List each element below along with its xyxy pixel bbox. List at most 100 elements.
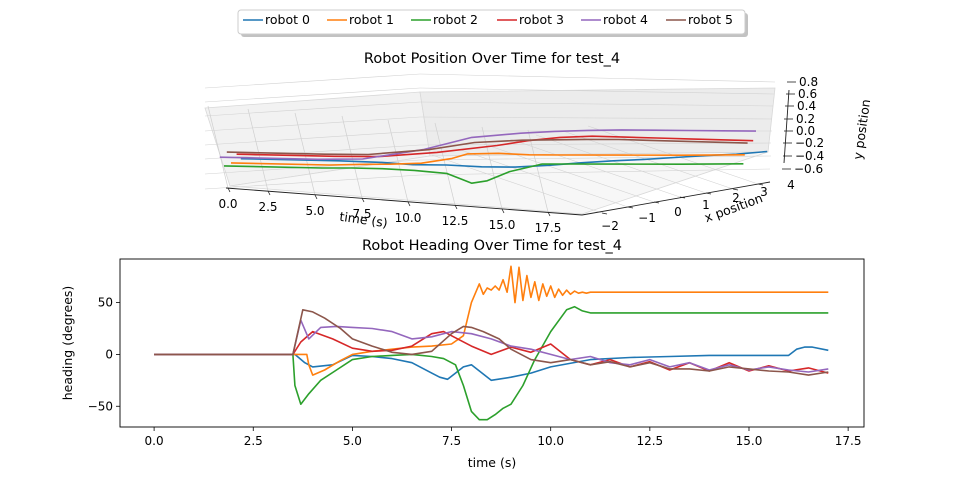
x-position-tick-mark — [601, 212, 608, 215]
x-position-tick-label: 3 — [760, 185, 768, 199]
y-position-gridline — [419, 155, 772, 161]
position-chart: Robot Position Over Time for test_4 0.0 2… — [204, 51, 873, 235]
x-position-gridline — [431, 154, 603, 214]
y-position-tick-label: −0.4 — [795, 149, 824, 163]
x-position-tick-mark — [627, 206, 634, 209]
y-position-gridline — [419, 142, 772, 146]
x-position-tick-label: 2 — [732, 191, 740, 205]
time-tick-label: 17.5 — [535, 221, 562, 235]
time-tick-mark — [547, 211, 551, 217]
x-position-tick-mark — [653, 201, 660, 204]
y-position-gridline — [419, 87, 775, 95]
x-position-tick-label: 1 — [702, 198, 710, 212]
time-tick-label: 2.5 — [258, 200, 277, 214]
y-position-tick-label: 0.0 — [796, 124, 815, 138]
heading-chart: Robot Heading Over Time for test_4 0.0 2.… — [60, 238, 865, 470]
heading-y-tick-label: −50 — [88, 399, 113, 413]
heading-y-axis-label: heading (degrees) — [60, 286, 75, 401]
y-position-gridline — [204, 144, 421, 160]
position-line-robot-0 — [240, 150, 768, 168]
y-position-tick-label: 0.6 — [798, 87, 817, 101]
heading-line-robot-5 — [154, 308, 829, 376]
x-position-tick-mark — [679, 196, 686, 199]
heading-chart-title: Robot Heading Over Time for test_4 — [362, 238, 622, 254]
time-tick-label: 0.0 — [218, 197, 237, 211]
time-tick-mark — [361, 197, 365, 203]
legend: robot 0 robot 1 robot 2 robot 3 robot 4 robot… — [237, 9, 748, 37]
time-tick-label: 10.0 — [395, 211, 422, 225]
x-position-gridline — [562, 130, 734, 190]
y-position-tick-label: 0.8 — [799, 75, 818, 89]
heading-x-tick-label: 15.0 — [736, 434, 763, 448]
y-position-gridline — [204, 73, 421, 89]
position-grid — [204, 73, 776, 214]
y-position-tick-label: 0.2 — [796, 112, 815, 126]
time-tick-mark — [501, 208, 505, 214]
time-tick-mark — [454, 204, 458, 210]
back-pane-right — [419, 87, 776, 157]
heading-x-tick-label: 12.5 — [636, 434, 663, 448]
legend-label-robot-1: robot 1 — [349, 12, 394, 27]
y-position-tick-label: 0.4 — [797, 99, 816, 113]
position-line-robot-1 — [230, 152, 745, 166]
y-position-tick-label: −0.2 — [795, 136, 824, 150]
legend-label-robot-0: robot 0 — [265, 12, 310, 27]
time-tick-mark — [407, 201, 411, 207]
x-position-tick-label: 0 — [674, 205, 682, 219]
time-gridline — [387, 119, 409, 203]
time-tick-mark — [267, 190, 271, 196]
heading-y-tick-label: 50 — [98, 296, 113, 310]
time-gridline — [247, 108, 269, 192]
legend-label-robot-4: robot 4 — [603, 12, 648, 27]
x-position-tick-mark — [705, 192, 712, 195]
heading-line-robot-3 — [154, 330, 829, 374]
time-axis-line — [225, 187, 583, 216]
heading-x-tick-label: 7.5 — [442, 434, 461, 448]
heading-y-tick-label: 0 — [105, 347, 113, 361]
x-position-tick-label: −2 — [601, 219, 619, 233]
time-tick-label: 12.5 — [442, 214, 469, 228]
legend-label-robot-3: robot 3 — [519, 12, 564, 27]
y-position-gridline — [204, 87, 421, 103]
y-position-gridline — [419, 101, 774, 107]
time-tick-mark — [227, 187, 231, 193]
time-tick-label: 15.0 — [489, 218, 516, 232]
heading-line-robot-2 — [154, 305, 829, 421]
legend-label-robot-5: robot 5 — [688, 12, 733, 27]
heading-plot-frame — [119, 258, 865, 428]
y-position-gridline — [204, 101, 421, 117]
x-position-tick-label: 4 — [787, 178, 795, 192]
y-position-gridline — [419, 116, 773, 120]
y-position-gridline — [204, 174, 421, 190]
position-line-robot-5 — [226, 138, 748, 156]
time-gridline — [527, 129, 549, 213]
time-tick-mark — [314, 194, 318, 200]
x-position-tick-mark — [732, 188, 739, 191]
x-position-gridline — [457, 148, 629, 208]
y-position-tick-label: −0.6 — [794, 162, 823, 176]
heading-x-tick-label: 10.0 — [537, 434, 564, 448]
position-line-robot-4 — [219, 129, 757, 161]
time-tick-label: 7.5 — [352, 207, 371, 221]
heading-x-tick-label: 2.5 — [244, 434, 263, 448]
heading-x-tick-label: 17.5 — [835, 434, 862, 448]
x-position-tick-label: −1 — [638, 211, 656, 225]
heading-x-tick-label: 0.0 — [145, 434, 164, 448]
y-position-gridline — [204, 130, 421, 146]
y-position-gridline — [419, 73, 776, 83]
x-position-gridline — [509, 138, 681, 198]
time-gridline — [434, 122, 456, 206]
y-position-gridline — [204, 116, 421, 132]
position-line-robot-2 — [223, 163, 744, 184]
time-tick-label: 5.0 — [305, 204, 324, 218]
x-position-tick-mark — [757, 183, 764, 186]
heading-x-tick-label: 5.0 — [343, 434, 362, 448]
time-gridline — [481, 126, 503, 210]
position-chart-title: Robot Position Over Time for test_4 — [364, 51, 620, 67]
y-position-axis-line — [783, 89, 790, 164]
time-gridline — [207, 105, 229, 189]
y-position-axis-label: y position — [850, 98, 873, 160]
heading-line-robot-1 — [154, 265, 829, 376]
y-position-gridline — [419, 168, 771, 176]
